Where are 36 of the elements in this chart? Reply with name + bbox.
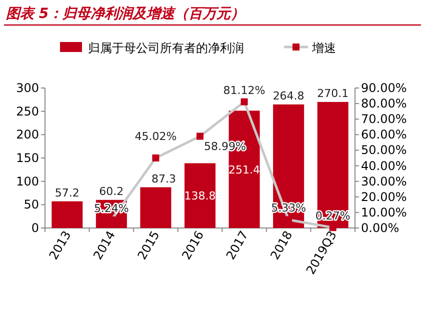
y2-tick-label: 10.00% xyxy=(361,205,407,220)
bar xyxy=(140,187,172,228)
y2-tick-label: 40.00% xyxy=(361,158,407,173)
y2-tick-label: 70.00% xyxy=(361,112,407,126)
data-label: 251.4 xyxy=(228,163,260,176)
y2-tick-label: 80.00% xyxy=(361,96,407,111)
data-label: 57.2 xyxy=(54,186,80,200)
point xyxy=(240,98,248,106)
y2-tick-label: 50.00% xyxy=(361,143,407,158)
y-tick-label: 100 xyxy=(16,174,39,188)
y-tick-label: 200 xyxy=(16,128,39,142)
data-label: 264.8 xyxy=(272,89,304,102)
y-tick-label: 300 xyxy=(16,81,39,95)
data-label: 45.02% xyxy=(134,130,177,143)
bar xyxy=(184,163,216,228)
chart-title: 图表 5：归母净利润及增速（百万元） xyxy=(6,5,245,22)
y-tick-label: 250 xyxy=(16,104,39,118)
data-label: 270.1 xyxy=(317,86,349,100)
bar xyxy=(52,201,83,228)
point xyxy=(152,154,160,162)
y2-tick-label: 60.00% xyxy=(361,128,407,142)
y-tick-label: 0 xyxy=(31,221,39,235)
bar xyxy=(273,104,304,228)
data-label: 81.12% xyxy=(223,84,266,97)
legend-label: 增速 xyxy=(311,41,336,55)
y2-tick-label: 90.00% xyxy=(361,81,407,95)
point xyxy=(196,132,204,140)
data-label: 87.3 xyxy=(151,172,176,186)
y2-tick-label: 20.00% xyxy=(361,190,407,204)
y2-tick-label: 30.00% xyxy=(361,174,407,188)
data-label: 60.2 xyxy=(99,184,124,198)
y2-tick-label: 0.00% xyxy=(361,221,400,235)
y-tick-label: 50 xyxy=(24,198,39,212)
y-tick-label: 150 xyxy=(16,151,39,165)
legend-label: 归属于母公司所有者的净利润 xyxy=(88,41,244,55)
data-label: 138.8 xyxy=(184,190,216,203)
